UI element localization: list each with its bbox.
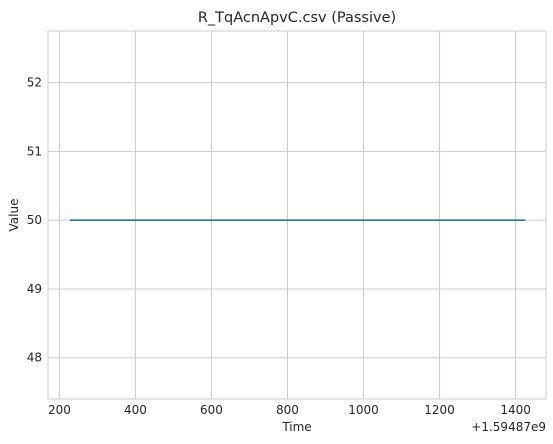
y-tick-label: 49 [27, 282, 42, 296]
plot-frame [47, 30, 547, 400]
x-tick-label: 1400 [500, 403, 531, 417]
y-axis-label: Value [7, 199, 21, 232]
x-axis-label: Time [281, 420, 311, 434]
y-tick-label: 52 [27, 76, 42, 90]
y-tick-label: 50 [27, 213, 42, 227]
x-tick-label: 600 [200, 403, 223, 417]
x-tick-label: 1000 [348, 403, 379, 417]
x-tick-label: 400 [124, 403, 147, 417]
plot-area [47, 30, 547, 400]
x-axis-offset-label: +1.59487e9 [471, 420, 546, 434]
x-tick-label: 200 [48, 403, 71, 417]
x-tick-label: 800 [276, 403, 299, 417]
x-tick-label: 1200 [424, 403, 455, 417]
x-axis-ticks: 200 400 600 800 1000 1200 1400 [48, 403, 531, 417]
chart-title: R_TqAcnApvC.csv (Passive) [198, 10, 396, 26]
y-axis-ticks: 48 49 50 51 52 [27, 76, 42, 365]
y-tick-label: 48 [27, 351, 42, 365]
y-tick-label: 51 [27, 144, 42, 158]
